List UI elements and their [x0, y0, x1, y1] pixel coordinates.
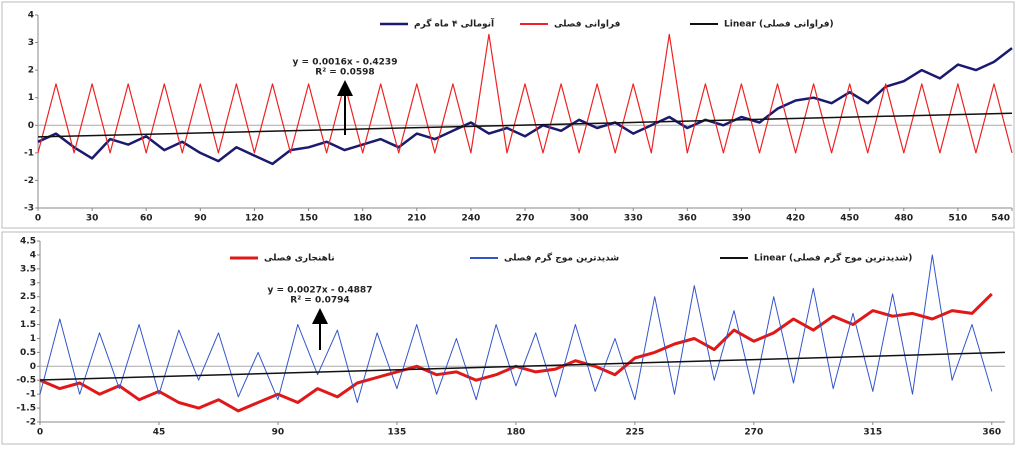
chart-frame [1, 231, 1015, 445]
legend-label: Linear (فراوانی فصلی) [724, 20, 834, 30]
y-tick-label: 1 [28, 93, 34, 103]
y-tick-label: 2.5 [20, 292, 36, 302]
series-line [37, 112, 1013, 138]
legend-label: شدیدترین موج گرم فصلی [504, 252, 619, 264]
x-tick-label: 510 [948, 214, 967, 224]
series-line [39, 351, 1006, 381]
y-tick-label: 0.5 [20, 348, 36, 358]
y-tick-label: 4 [28, 11, 34, 21]
x-tick-label: 270 [516, 214, 535, 224]
legend-label: ناهنجاری فصلی [264, 254, 335, 264]
y-tick-label: 4.5 [20, 237, 36, 247]
chart-frame [1, 1, 1015, 229]
x-tick-label: 390 [732, 214, 751, 224]
x-tick-label: 150 [299, 214, 318, 224]
x-tick-label: 240 [461, 214, 480, 224]
y-tick-label: 0 [30, 362, 36, 372]
y-tick-label: -0.5 [16, 376, 36, 386]
y-tick-label: 0 [28, 121, 34, 131]
x-tick-label: 450 [840, 214, 859, 224]
x-tick-label: 225 [625, 428, 644, 438]
x-tick-label: 90 [194, 214, 207, 224]
x-tick-label: 0 [37, 428, 43, 438]
y-tick-label: -1.5 [16, 404, 36, 414]
x-tick-label: 420 [786, 214, 805, 224]
x-tick-label: 360 [678, 214, 697, 224]
series-line [39, 254, 993, 403]
trend-equation: R² = 0.0794 [290, 296, 349, 306]
y-tick-label: -2 [24, 176, 34, 186]
x-tick-label: 480 [894, 214, 913, 224]
x-tick-label: 180 [506, 428, 525, 438]
x-tick-label: 60 [140, 214, 153, 224]
y-tick-label: 3 [28, 38, 34, 48]
x-tick-label: 45 [153, 428, 166, 438]
y-tick-label: 4 [30, 250, 36, 260]
y-tick-label: -3 [24, 204, 34, 214]
x-tick-label: 315 [863, 428, 882, 438]
legend-label: آنومالی ۴ ماه گرم [414, 18, 495, 30]
x-tick-label: 90 [272, 428, 285, 438]
series-line [37, 33, 1013, 154]
x-tick-label: 30 [86, 214, 99, 224]
y-tick-label: -1 [24, 148, 34, 158]
y-tick-label: -2 [26, 418, 36, 428]
x-tick-label: 210 [407, 214, 426, 224]
y-tick-label: 1.5 [20, 320, 36, 330]
x-tick-label: 0 [35, 214, 41, 224]
series-line [37, 47, 1013, 166]
trend-equation: y = 0.0027x - 0.4887 [268, 286, 373, 296]
x-tick-label: 360 [982, 428, 1001, 438]
legend-label: Linear (شدیدترین موج گرم فصلی) [754, 252, 912, 264]
y-tick-label: 2 [30, 306, 36, 316]
y-tick-label: -1 [26, 390, 36, 400]
x-tick-label: 540 [991, 214, 1010, 224]
legend-label: فراوانی فصلی [554, 20, 621, 30]
y-tick-label: 3 [30, 278, 36, 288]
x-tick-label: 270 [744, 428, 763, 438]
y-tick-label: 3.5 [20, 264, 36, 274]
y-tick-label: 1 [30, 334, 36, 344]
x-tick-label: 330 [624, 214, 643, 224]
x-tick-label: 300 [570, 214, 589, 224]
trend-equation: R² = 0.0598 [315, 68, 374, 78]
x-tick-label: 120 [245, 214, 264, 224]
y-tick-label: 2 [28, 66, 34, 76]
trend-equation: y = 0.0016x - 0.4239 [293, 58, 398, 68]
x-tick-label: 180 [353, 214, 372, 224]
x-tick-label: 135 [388, 428, 407, 438]
